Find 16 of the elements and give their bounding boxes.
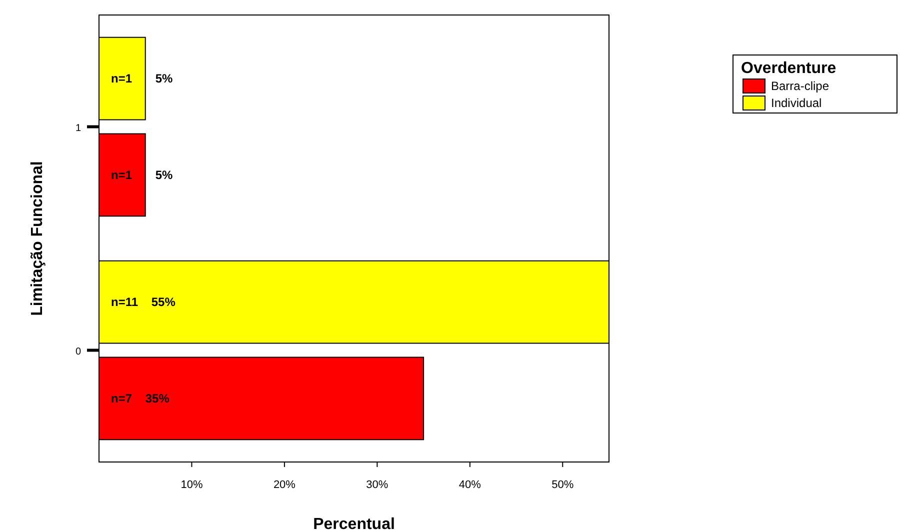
x-tick-label: 10%: [180, 479, 203, 491]
data-label: n=7 35%: [111, 391, 170, 406]
y-tick-label: 1: [75, 122, 82, 134]
x-axis-title: Percentual: [313, 516, 395, 530]
x-tick-label: 50%: [552, 479, 574, 491]
data-label: n=1 5%: [111, 72, 174, 86]
data-label: n=1 5%: [111, 168, 174, 182]
y-axis-title: Limitação Funcional: [29, 161, 46, 316]
y-tick-label: 0: [75, 346, 82, 358]
legend-label: Barra-clipe: [771, 79, 830, 93]
x-tick-label: 30%: [366, 479, 388, 491]
x-tick-label: 20%: [273, 479, 296, 491]
data-label: n=11 55%: [111, 295, 176, 310]
x-tick-label: 40%: [458, 479, 482, 491]
legend-label: Individual: [771, 96, 822, 110]
legend-title: Overdenture: [741, 60, 836, 77]
